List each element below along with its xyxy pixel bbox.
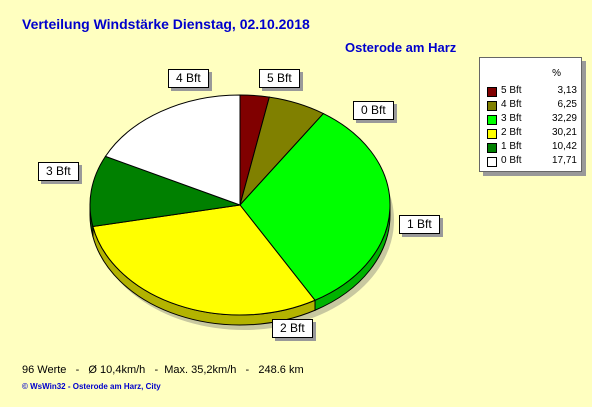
legend-item-3-bft: 3 Bft 32,29 <box>487 113 577 125</box>
legend: % 5 Bft 3,13 4 Bft 6,25 3 Bft 32,29 2 Bft 30,21… <box>479 57 582 172</box>
legend-label: 4 Bft <box>501 99 522 110</box>
legend-item-5-bft: 5 Bft 3,13 <box>487 85 577 97</box>
legend-swatch <box>487 101 497 111</box>
slice-label-4-bft: 4 Bft <box>168 69 209 88</box>
legend-swatch <box>487 129 497 139</box>
slice-label-0-bft: 0 Bft <box>353 101 394 120</box>
legend-value: 17,71 <box>551 155 577 166</box>
slice-label-1-bft: 1 Bft <box>399 215 440 234</box>
legend-swatch <box>487 157 497 167</box>
location-subtitle: Osterode am Harz <box>345 40 457 55</box>
legend-value: 3,13 <box>557 85 577 96</box>
statistics-line: 96 Werte - Ø 10,4km/h - Max. 35,2km/h - … <box>22 364 304 376</box>
slice-label-3-bft: 3 Bft <box>38 162 79 181</box>
legend-value: 10,42 <box>551 141 577 152</box>
pie-slice-1-bft <box>89 155 241 228</box>
slice-label-5-bft: 5 Bft <box>259 69 300 88</box>
chart-title: Verteilung Windstärke Dienstag, 02.10.20… <box>22 16 310 32</box>
legend-value: 32,29 <box>551 113 577 124</box>
legend-label: 2 Bft <box>501 127 522 138</box>
legend-header: % <box>552 68 561 79</box>
legend-label: 3 Bft <box>501 113 522 124</box>
slice-label-2-bft: 2 Bft <box>272 319 313 338</box>
legend-item-2-bft: 2 Bft 30,21 <box>487 127 577 139</box>
pie-slice-0-bft <box>104 94 241 206</box>
legend-item-1-bft: 1 Bft 10,42 <box>487 141 577 153</box>
legend-value: 6,25 <box>557 99 577 110</box>
legend-swatch <box>487 143 497 153</box>
legend-swatch <box>487 87 497 97</box>
legend-value: 30,21 <box>551 127 577 138</box>
legend-item-0-bft: 0 Bft 17,71 <box>487 155 577 167</box>
legend-label: 1 Bft <box>501 141 522 152</box>
legend-label: 5 Bft <box>501 85 522 96</box>
legend-swatch <box>487 115 497 125</box>
pie-slice-3-bft <box>239 112 391 301</box>
legend-label: 0 Bft <box>501 155 522 166</box>
credit-line: © WsWin32 - Osterode am Harz, City <box>22 382 161 391</box>
pie-slice-2-bft <box>92 204 316 316</box>
legend-item-4-bft: 4 Bft 6,25 <box>487 99 577 111</box>
